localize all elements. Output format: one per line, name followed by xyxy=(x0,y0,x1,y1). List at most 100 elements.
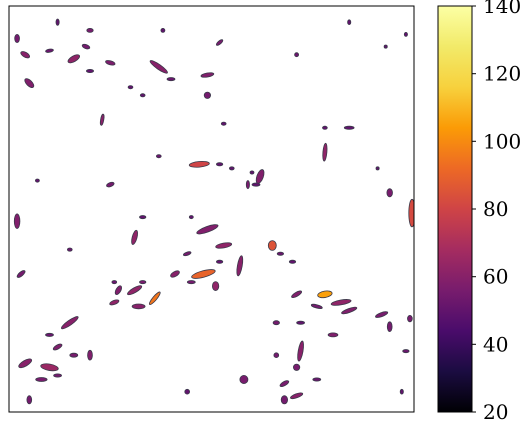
heat-blob xyxy=(24,78,35,88)
heat-blob xyxy=(86,27,94,33)
heat-blob xyxy=(279,380,290,388)
heat-blob xyxy=(267,240,277,251)
heat-blob xyxy=(109,299,120,306)
heat-blob xyxy=(45,48,54,53)
heat-blob xyxy=(288,259,297,264)
heat-blob xyxy=(35,377,48,382)
heat-blob xyxy=(52,343,63,351)
heat-blob xyxy=(69,352,79,358)
heat-blob xyxy=(312,377,322,382)
heat-blob xyxy=(386,188,393,198)
heat-blob xyxy=(45,332,54,337)
heat-blob xyxy=(156,154,162,159)
colorbar-tick-label: 140 xyxy=(483,0,521,18)
heat-blob xyxy=(402,349,410,354)
colorbar-gradient xyxy=(438,6,472,412)
heat-blob xyxy=(399,388,404,395)
heat-blob xyxy=(343,125,355,130)
heat-blob xyxy=(55,18,60,26)
colorbar-tick-label: 120 xyxy=(483,62,521,86)
heat-blob xyxy=(407,314,413,323)
heat-blob xyxy=(139,215,147,220)
heat-blob xyxy=(18,358,33,369)
colorbar-tick-label: 40 xyxy=(483,332,508,356)
heat-blob xyxy=(14,34,20,44)
heat-blob xyxy=(215,242,233,249)
heat-blob xyxy=(408,198,414,228)
colorbar-ticks: 20 40 60 80 100 120 140 xyxy=(472,0,521,424)
colorbar-tick-label: 60 xyxy=(483,265,508,289)
heat-blob xyxy=(127,85,134,90)
heat-blob xyxy=(16,270,26,278)
heat-blob xyxy=(216,259,224,264)
heat-blob xyxy=(67,247,73,252)
heat-blob xyxy=(148,291,161,306)
heat-blob xyxy=(40,363,59,372)
heat-blob xyxy=(375,311,389,318)
heat-blob xyxy=(294,52,300,58)
heat-blob xyxy=(87,349,93,361)
heat-blob xyxy=(403,32,408,37)
heat-blob xyxy=(188,160,210,168)
heat-blob xyxy=(20,51,31,59)
heat-blob xyxy=(106,181,115,188)
heat-blob xyxy=(196,224,219,235)
heat-blob xyxy=(292,363,301,371)
heat-blob xyxy=(220,121,227,126)
heat-blob xyxy=(105,60,116,66)
heat-blob xyxy=(296,320,306,325)
heat-blob xyxy=(67,54,81,64)
colorbar-tick-label: 20 xyxy=(483,400,508,424)
heat-blob xyxy=(149,60,168,74)
colorbar-tick-label: 80 xyxy=(483,197,508,221)
heat-blob xyxy=(212,281,220,292)
heat-blob xyxy=(139,93,146,98)
heat-blob xyxy=(131,229,138,245)
heat-blob xyxy=(239,374,249,384)
heat-blob xyxy=(291,290,303,299)
heat-blob xyxy=(216,162,224,167)
heat-blob xyxy=(86,69,95,74)
heat-blob xyxy=(131,303,146,310)
heat-blob xyxy=(183,251,192,257)
heat-blob xyxy=(347,19,352,26)
heat-blob xyxy=(53,373,62,378)
heat-blob xyxy=(61,316,79,330)
heat-blob xyxy=(249,170,255,175)
heat-blob xyxy=(375,166,380,171)
heat-blob xyxy=(327,332,339,338)
heat-blob xyxy=(310,303,323,309)
heat-blob xyxy=(203,91,211,99)
heat-blob xyxy=(280,395,288,405)
heat-blob xyxy=(383,44,388,49)
heat-blob xyxy=(200,72,215,78)
heat-blob xyxy=(341,306,358,315)
plot-area xyxy=(8,5,415,413)
heat-blob xyxy=(272,320,280,326)
blob-layer xyxy=(13,18,414,405)
heat-blob xyxy=(35,178,40,183)
heat-blob xyxy=(188,215,194,220)
colorbar-tick-label: 100 xyxy=(483,129,521,153)
heat-blob xyxy=(99,113,105,126)
plot-frame xyxy=(8,5,415,413)
heat-blob xyxy=(111,280,118,285)
heat-blob xyxy=(245,180,250,190)
heat-blob xyxy=(229,166,235,171)
heat-blob xyxy=(317,290,333,299)
heat-blob xyxy=(297,340,304,362)
heat-blob xyxy=(236,255,244,277)
colorbar: 20 40 60 80 100 120 140 xyxy=(437,0,521,424)
heat-blob xyxy=(127,285,143,296)
heat-blob xyxy=(386,321,393,333)
heat-blob xyxy=(322,142,328,162)
heat-blob xyxy=(184,388,191,395)
heat-blob xyxy=(330,299,352,306)
heat-blob xyxy=(186,280,196,285)
heat-blob xyxy=(322,125,328,130)
heat-blob xyxy=(273,352,280,359)
plot-background xyxy=(9,6,414,412)
heat-blob xyxy=(251,182,261,187)
heat-blob xyxy=(166,77,176,82)
